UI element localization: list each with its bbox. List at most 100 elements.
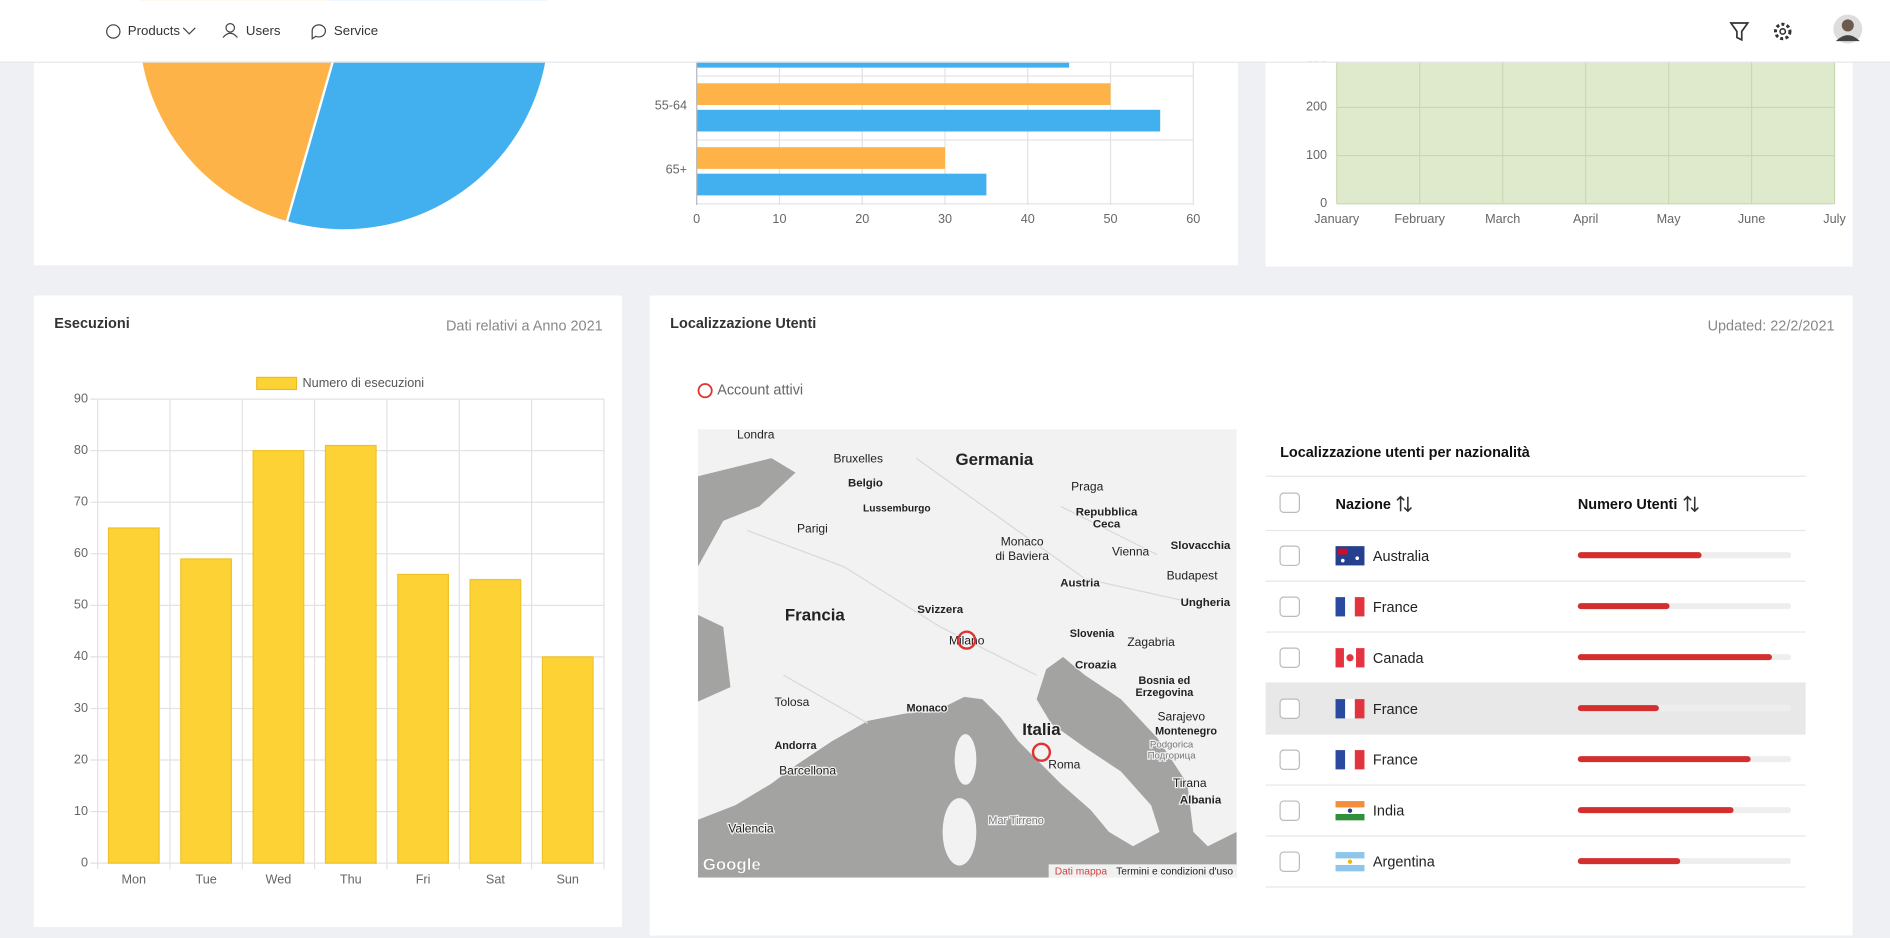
x-tick-label: 40 bbox=[1021, 212, 1035, 226]
nav-item[interactable]: Products bbox=[128, 23, 181, 38]
progress-bar bbox=[1577, 858, 1681, 865]
x-tick-label: Mon bbox=[121, 872, 146, 886]
y-tick-label: 65+ bbox=[666, 162, 687, 176]
checkbox[interactable] bbox=[1279, 851, 1300, 872]
column-header[interactable]: Nazione bbox=[1336, 497, 1391, 513]
map-label: Monaco bbox=[906, 703, 947, 715]
bar bbox=[696, 147, 945, 169]
settings-button[interactable] bbox=[1779, 28, 1787, 35]
attribution-bar bbox=[1048, 864, 1237, 878]
bar bbox=[252, 450, 305, 864]
y-tick-label: 60 bbox=[74, 546, 88, 560]
flag bbox=[1354, 597, 1365, 617]
nav-icon bbox=[225, 23, 236, 33]
chevron[interactable] bbox=[182, 27, 196, 35]
checkbox[interactable] bbox=[1279, 647, 1300, 669]
flag bbox=[1340, 558, 1345, 563]
flag bbox=[1335, 699, 1346, 719]
column-header[interactable]: Numero Utenti bbox=[1578, 497, 1678, 513]
map-marker bbox=[1031, 742, 1052, 762]
sort-icon[interactable] bbox=[1396, 495, 1699, 513]
roads bbox=[747, 457, 1194, 724]
map-data-link[interactable]: Dati mappa bbox=[1055, 866, 1108, 877]
map-label: Ceca bbox=[1093, 518, 1121, 530]
flag bbox=[1356, 648, 1365, 668]
map-label: Подгорица bbox=[1148, 750, 1197, 761]
flag bbox=[1347, 808, 1353, 813]
map-label: Lussemburgo bbox=[863, 503, 931, 514]
checkbox[interactable] bbox=[1279, 492, 1300, 513]
nav-item[interactable]: Users bbox=[246, 23, 281, 38]
flag bbox=[1345, 699, 1355, 719]
map-label: Tolosa bbox=[775, 695, 810, 709]
x-tick-label: 30 bbox=[938, 212, 952, 226]
y-tick-label: 20 bbox=[74, 752, 88, 766]
map-label: Valencia bbox=[728, 822, 774, 836]
x-tick-label: 60 bbox=[1186, 212, 1200, 226]
x-tick-label: Wed bbox=[266, 872, 292, 886]
x-tick-label: March bbox=[1485, 212, 1520, 226]
y-tick-label: 200 bbox=[1306, 100, 1327, 114]
map-terms-link[interactable]: Termini e condizioni d'uso bbox=[1116, 866, 1233, 877]
settings-button[interactable] bbox=[1773, 22, 1792, 41]
checkbox[interactable] bbox=[1279, 545, 1300, 567]
table-title: Localizzazione utenti per nazionalità bbox=[1280, 445, 1531, 461]
card-subtitle: Dati relativi a Anno 2021 bbox=[446, 319, 603, 335]
map-label: Milano bbox=[949, 634, 985, 648]
map-label: di Baviera bbox=[995, 549, 1049, 563]
flag bbox=[1335, 801, 1365, 808]
checkbox[interactable] bbox=[1279, 596, 1300, 618]
nav-icon bbox=[222, 32, 238, 38]
progress-bar bbox=[1577, 603, 1670, 610]
checkbox[interactable] bbox=[1279, 800, 1300, 821]
flag bbox=[1335, 864, 1365, 872]
x-tick-label: Sat bbox=[486, 872, 505, 886]
flag bbox=[1335, 852, 1365, 859]
progress-bar bbox=[1577, 552, 1702, 559]
flag bbox=[1337, 548, 1348, 555]
map-label: Slovenia bbox=[1070, 628, 1116, 640]
y-tick-label: 80 bbox=[74, 443, 88, 457]
navbar bbox=[0, 0, 1890, 62]
nav-item[interactable]: Service bbox=[334, 23, 378, 38]
avatar[interactable] bbox=[1835, 35, 1860, 42]
checkbox[interactable] bbox=[1279, 749, 1300, 770]
filter-button[interactable] bbox=[1729, 22, 1750, 42]
flag bbox=[1335, 648, 1344, 668]
x-tick-label: Sun bbox=[556, 872, 578, 886]
bar bbox=[107, 527, 160, 864]
flag bbox=[1345, 597, 1355, 617]
card-title: Esecuzioni bbox=[54, 316, 130, 332]
nav-icon bbox=[106, 24, 121, 39]
map-label: Ungheria bbox=[1181, 597, 1231, 609]
checkbox[interactable] bbox=[1279, 698, 1300, 719]
x-tick-label: April bbox=[1573, 212, 1598, 226]
y-tick-label: 50 bbox=[74, 598, 88, 612]
y-tick-label: 30 bbox=[74, 701, 88, 715]
map: Londra Bruxelles Belgio Lussemburgo Parigi Ge… bbox=[697, 427, 1237, 878]
x-tick-label: July bbox=[1823, 212, 1846, 226]
map-label: Roma bbox=[1048, 758, 1080, 772]
x-tick-label: 10 bbox=[772, 212, 786, 226]
country: Canada bbox=[1373, 651, 1425, 667]
x-tick-label: January bbox=[1314, 212, 1360, 226]
map-label: Monaco bbox=[1001, 535, 1044, 549]
x-tick-label: June bbox=[1738, 212, 1765, 226]
island bbox=[954, 734, 977, 785]
map-label: Italia bbox=[1022, 720, 1061, 739]
avatar[interactable] bbox=[1841, 19, 1854, 32]
map-label: Bosnia ed bbox=[1139, 675, 1191, 687]
map-label: Londra bbox=[737, 427, 775, 441]
map-label: Tirana bbox=[1173, 776, 1207, 790]
map-label: Slovacchia bbox=[1171, 540, 1231, 552]
map-label: Podgorica bbox=[1150, 740, 1194, 751]
country: Australia bbox=[1373, 549, 1430, 565]
y-tick-label: 0 bbox=[1320, 196, 1327, 210]
map-label: Sarajevo bbox=[1157, 709, 1205, 723]
flag bbox=[1335, 750, 1346, 770]
map-label: Praga bbox=[1071, 479, 1103, 493]
flag bbox=[1335, 597, 1346, 617]
bar bbox=[469, 578, 522, 864]
